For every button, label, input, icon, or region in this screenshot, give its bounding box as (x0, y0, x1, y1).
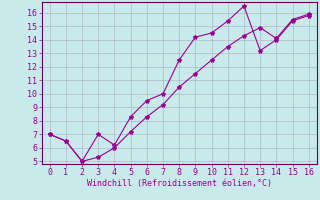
X-axis label: Windchill (Refroidissement éolien,°C): Windchill (Refroidissement éolien,°C) (87, 179, 272, 188)
